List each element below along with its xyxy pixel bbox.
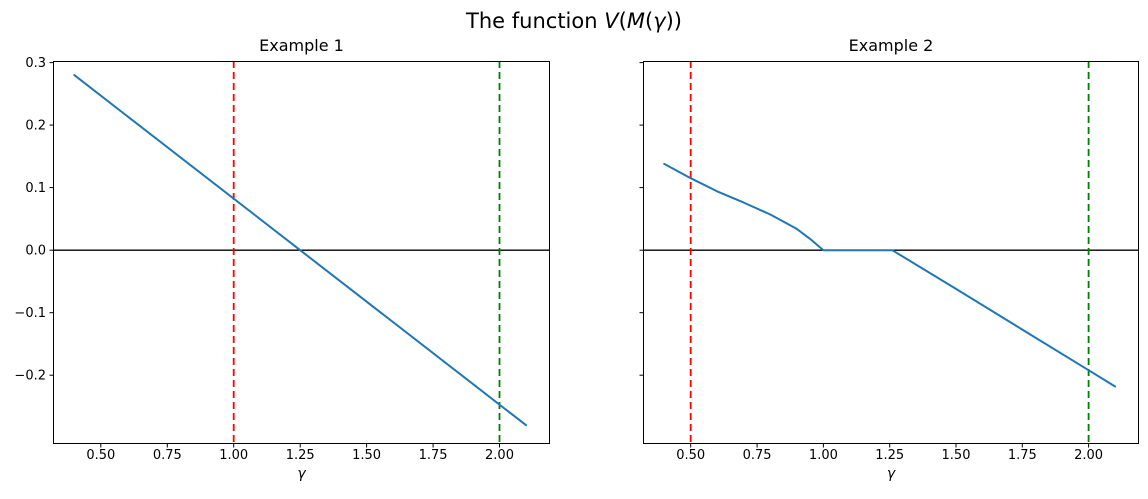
x-tick-label: 0.50 xyxy=(676,448,705,463)
x-axis-label-example-2: γ xyxy=(886,466,896,482)
x-tick-label: 1.00 xyxy=(219,448,248,463)
figure-title-part: The function xyxy=(466,9,605,33)
figure-title-part: M xyxy=(626,9,645,33)
series-line xyxy=(73,74,528,427)
plot-area-example-1: 0.50 0.75 1.00 1.25 1.50 1.75 2.00 0.3 0.2 0.1 0.0… xyxy=(14,56,550,463)
y-tick-label: −0.2 xyxy=(14,369,46,384)
y-tick-label: 0.2 xyxy=(25,119,46,134)
x-tick-label: 1.25 xyxy=(286,448,315,463)
x-tick-label: 1.00 xyxy=(809,448,838,463)
axes-example-2: Example 2 0.50 0.75 1.00 1.25 1.50 1.75 2.00 γ xyxy=(639,36,1139,482)
figure-title-part: V xyxy=(604,9,619,33)
figure-title-part: ( xyxy=(618,9,627,33)
x-tick-label: 1.75 xyxy=(1008,448,1037,463)
x-tick-label: 2.00 xyxy=(1074,448,1103,463)
x-tick-label: 0.75 xyxy=(743,448,772,463)
x-tick-label: 1.50 xyxy=(942,448,971,463)
plot-area-example-2: 0.50 0.75 1.00 1.25 1.50 1.75 2.00 xyxy=(639,61,1139,463)
axes-title-example-2: Example 2 xyxy=(848,36,934,55)
series-line xyxy=(663,162,1117,388)
y-tick-label: 0.1 xyxy=(25,181,46,196)
axes-spines xyxy=(643,61,1139,444)
x-tick-label: 1.50 xyxy=(352,448,381,463)
figure-title-part: ( xyxy=(644,9,654,33)
axes-spines xyxy=(53,61,550,444)
x-axis-label-example-1: γ xyxy=(297,466,306,482)
x-tick-label: 0.75 xyxy=(153,448,182,463)
y-tick-label: −0.1 xyxy=(14,306,46,321)
figure-title-part: )) xyxy=(665,9,682,33)
x-tick-label: 2.00 xyxy=(485,448,514,463)
x-tick-label: 1.25 xyxy=(875,448,904,463)
axes-example-1: Example 1 0.50 0.75 1.00 1.25 1.50 1.75 2.00 0.… xyxy=(14,36,550,482)
axes-title-example-1: Example 1 xyxy=(259,36,344,55)
x-tick-label: 1.75 xyxy=(419,448,448,463)
y-tick-label: 0.3 xyxy=(25,56,46,71)
figure-title: The function V(M(γ)) xyxy=(0,8,1148,34)
figure-title-part: γ xyxy=(653,9,666,33)
x-tick-label: 0.50 xyxy=(86,448,115,463)
y-tick-label: 0.0 xyxy=(25,244,46,259)
